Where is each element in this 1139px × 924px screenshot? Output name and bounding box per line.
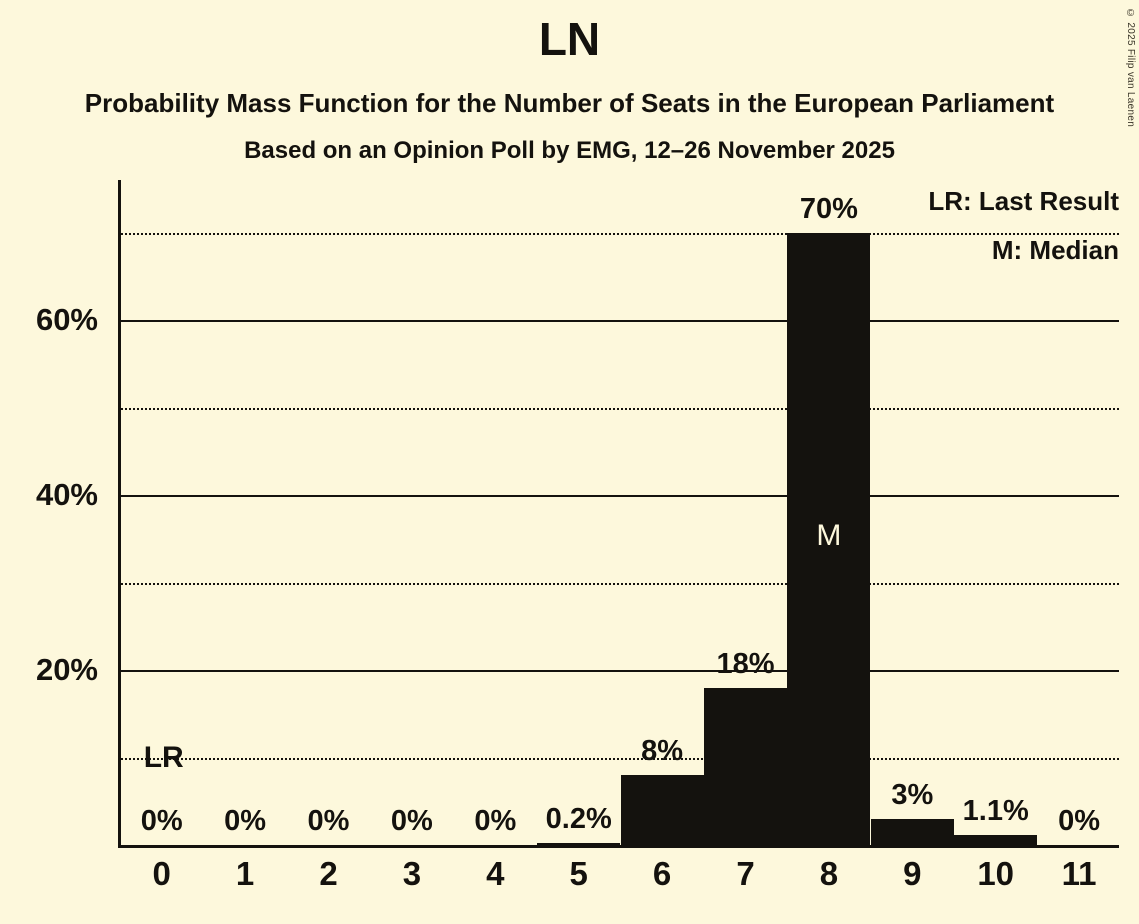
bar-value-label-2: 0% (307, 805, 350, 837)
bar-value-label-6: 8% (641, 735, 684, 767)
x-tick-label-11: 11 (1061, 855, 1097, 892)
legend-item-median: M: Median (991, 235, 1119, 265)
bar-value-label-11: 0% (1058, 805, 1101, 837)
bar-8[interactable] (787, 232, 871, 845)
gridline-dotted-70 (118, 232, 1119, 235)
gridline-dotted-10 (118, 757, 1119, 760)
x-tick-label-4: 4 (486, 855, 505, 892)
page-title: LN (538, 13, 601, 65)
bar-6[interactable] (620, 775, 704, 845)
gridline-solid-60 (118, 320, 1119, 322)
x-tick-label-6: 6 (652, 855, 672, 892)
bar-value-label-9: 3% (891, 778, 934, 811)
bar-value-label-8: 70% (799, 192, 858, 225)
bar-10[interactable] (954, 835, 1038, 845)
y-tick-label-40: 40% (35, 477, 98, 512)
bar-value-label-4: 0% (474, 805, 517, 837)
chart-subtitle-primary: Probability Mass Function for the Number… (84, 88, 1055, 118)
x-tick-label-0: 0 (152, 855, 171, 892)
bar-value-label-3: 0% (390, 805, 433, 837)
chart-subtitle-secondary: Based on an Opinion Poll by EMG, 12–26 N… (244, 137, 895, 164)
gridline-solid-40 (118, 495, 1119, 497)
bar-value-label-0: 0% (140, 805, 183, 837)
x-tick-label-3: 3 (402, 855, 422, 892)
plot-area: 20% 40% 60% 0% 0% 0% 0% 0% 0.2% 8% 18% 70% 3% 1.1% 0%… (36, 180, 1119, 848)
legend-item-last-result: LR: Last Result (928, 186, 1119, 216)
x-tick-label-10: 10 (977, 855, 1015, 892)
x-tick-label-8: 8 (819, 855, 839, 892)
x-tick-label-7: 7 (736, 855, 755, 892)
x-axis-line (118, 845, 1119, 848)
bar-value-label-1: 0% (224, 805, 267, 837)
bar-value-label-10: 1.1% (962, 795, 1029, 828)
bar-5[interactable] (537, 843, 621, 845)
y-tick-label-60: 60% (35, 302, 98, 337)
gridline-dotted-50 (118, 407, 1119, 410)
bar-7[interactable] (704, 687, 787, 845)
y-tick-label-20: 20% (35, 652, 98, 687)
y-axis-line (118, 180, 121, 848)
gridline-solid-20 (118, 670, 1119, 672)
x-tick-label-9: 9 (903, 855, 922, 892)
bar-9[interactable] (870, 818, 954, 845)
bar-value-label-5: 0.2% (545, 803, 612, 836)
last-result-marker: LR (143, 740, 184, 774)
x-tick-label-2: 2 (319, 855, 338, 892)
x-tick-label-1: 1 (235, 855, 255, 892)
copyright-notice: © 2025 Filip van Laenen (1125, 8, 1136, 128)
median-marker: M (816, 518, 842, 552)
gridline-dotted-30 (118, 582, 1119, 585)
bar-value-label-7: 18% (716, 647, 775, 680)
x-tick-label-5: 5 (569, 855, 588, 892)
